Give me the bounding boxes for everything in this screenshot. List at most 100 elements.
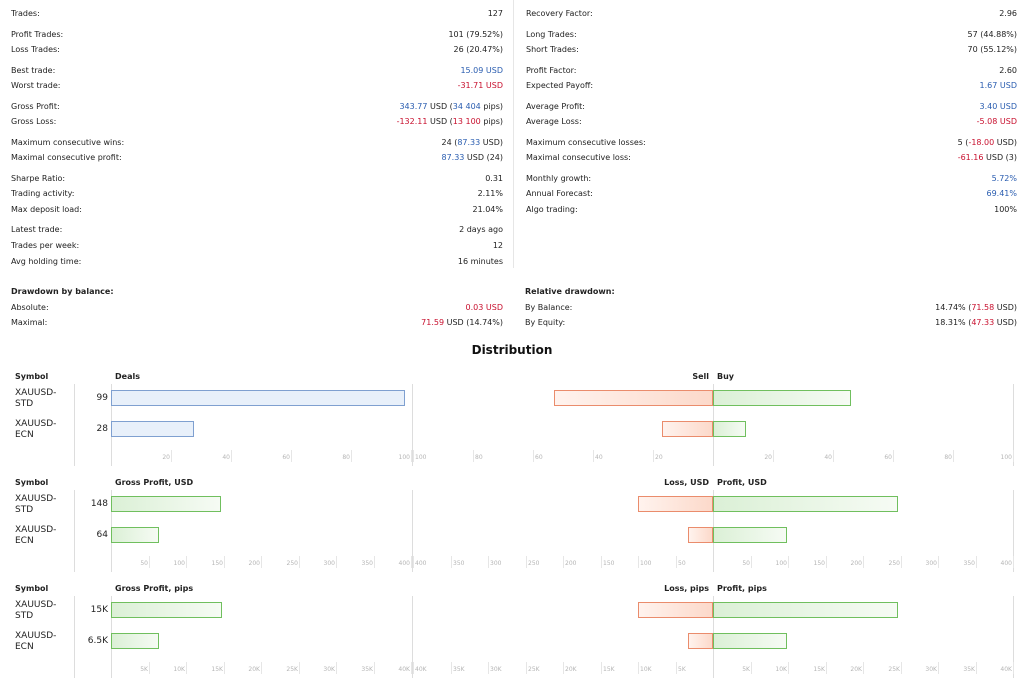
tick-mark [149,662,150,674]
tick-label: 100 [398,454,410,461]
tick-label: 15K [603,666,615,673]
relative-balance-value: 14.74% (71.58 USD) [935,302,1017,312]
tick-label: 300 [490,560,502,567]
left-bar [111,527,159,543]
drawdown-balance-title: Drawdown by balance: [11,286,114,296]
stat-value: 2.60 [999,65,1017,75]
drawdown-maximal-label: Maximal: [11,317,48,327]
left-bar [111,390,406,406]
tick-mark [976,556,977,568]
stat-value: -5.08 USD [976,116,1017,126]
tick-label: 60 [884,454,892,461]
tick-mark [593,450,594,462]
tick-mark [638,556,639,568]
stat-value: 343.77 USD (34 404 pips) [399,101,503,111]
loss-bar [638,602,713,618]
tick-mark [413,556,414,568]
drawdown-absolute-label: Absolute: [11,302,49,312]
axis-line [74,596,75,678]
stat-label: Maximal consecutive profit: [11,152,122,162]
tick-mark [901,662,902,674]
loss-bar [687,633,713,649]
tick-mark [901,556,902,568]
tick-label: 100 [415,454,427,461]
stat-row: Algo trading: 100% [514,202,1024,216]
tick-mark [413,662,414,674]
tick-label: 40 [595,454,603,461]
symbol-name: XAUUSD- STD [15,600,57,621]
tick-label: 40 [222,454,230,461]
stat-row: Trading activity: 2.11% [0,186,513,200]
relative-balance-label: By Balance: [525,302,573,312]
loss-bar [687,527,713,543]
tick-mark [488,556,489,568]
tick-label: 20K [248,666,260,673]
tick-mark [336,556,337,568]
drawdown-balance-header: Drawdown by balance: [0,284,513,298]
stat-label: Average Profit: [526,101,585,111]
tick-label: 10K [640,666,652,673]
symbol-header: Symbol [15,478,49,487]
tick-mark [526,556,527,568]
left-chart-header: Gross Profit, USD [115,478,194,487]
tick-mark [351,450,352,462]
tick-label: 15K [211,666,223,673]
right-chart-header-right: Buy [717,372,735,381]
stat-row: Worst trade: -31.71 USD [0,78,513,92]
tick-label: 5K [678,666,686,673]
tick-label: 50 [742,560,750,567]
stat-label: Worst trade: [11,80,61,90]
stat-row: Expected Payoff: 1.67 USD [514,78,1024,92]
tick-label: 20 [655,454,663,461]
distribution-title: Distribution [471,343,553,357]
tick-mark [676,556,677,568]
axis-line [412,384,413,466]
stat-row: Recovery Factor: 2.96 [514,6,1024,20]
stat-value: 57 (44.88%) [967,29,1017,39]
tick-mark [299,662,300,674]
tick-label: 40K [1000,666,1012,673]
tick-label: 20 [162,454,170,461]
tick-mark [171,450,172,462]
stat-value: 21.04% [472,204,503,214]
stat-value: 100% [994,204,1017,214]
tick-mark [938,662,939,674]
tick-label: 200 [850,560,862,567]
stat-value: 101 (79.52%) [448,29,503,39]
stat-row: Maximum consecutive wins: 24 (87.33 USD) [0,135,513,149]
tick-label: 25K [528,666,540,673]
tick-label: 30K [323,666,335,673]
stat-row: Monthly growth: 5.72% [514,171,1024,185]
axis-line [1013,490,1014,572]
tick-mark [1013,450,1014,462]
drawdown-maximal-value: 71.59 USD (14.74%) [421,317,503,327]
tick-mark [563,556,564,568]
tick-mark [374,556,375,568]
tick-mark [773,450,774,462]
tick-label: 30K [925,666,937,673]
distribution-block: Symbol Deals Sell Buy XAUUSD- STD 99 XAUUSD- E… [0,368,1024,472]
tick-label: 350 [963,560,975,567]
tick-mark [186,556,187,568]
stat-value: 127 [487,8,503,18]
tick-mark [863,662,864,674]
stat-row: Best trade: 15.09 USD [0,63,513,77]
stat-label: Maximal consecutive loss: [526,152,631,162]
stat-value: -132.11 USD (13 100 pips) [396,116,503,126]
stat-label: Gross Profit: [11,101,60,111]
tick-label: 100 [640,560,652,567]
left-chart-header: Deals [115,372,140,381]
symbol-name: XAUUSD- STD [15,494,57,515]
profit-bar [713,633,787,649]
right-chart-header-left: Sell [692,372,709,381]
stat-label: Gross Loss: [11,116,57,126]
stat-label: Latest trade: [11,224,63,234]
relative-drawdown-title: Relative drawdown: [525,286,615,296]
stat-value: 12 [492,240,503,250]
stat-label: Trading activity: [11,188,75,198]
tick-label: 250 [286,560,298,567]
stat-value: 16 minutes [457,256,503,266]
symbol-name: XAUUSD- ECN [15,525,57,546]
tick-mark [826,662,827,674]
tick-label: 100 [173,560,185,567]
